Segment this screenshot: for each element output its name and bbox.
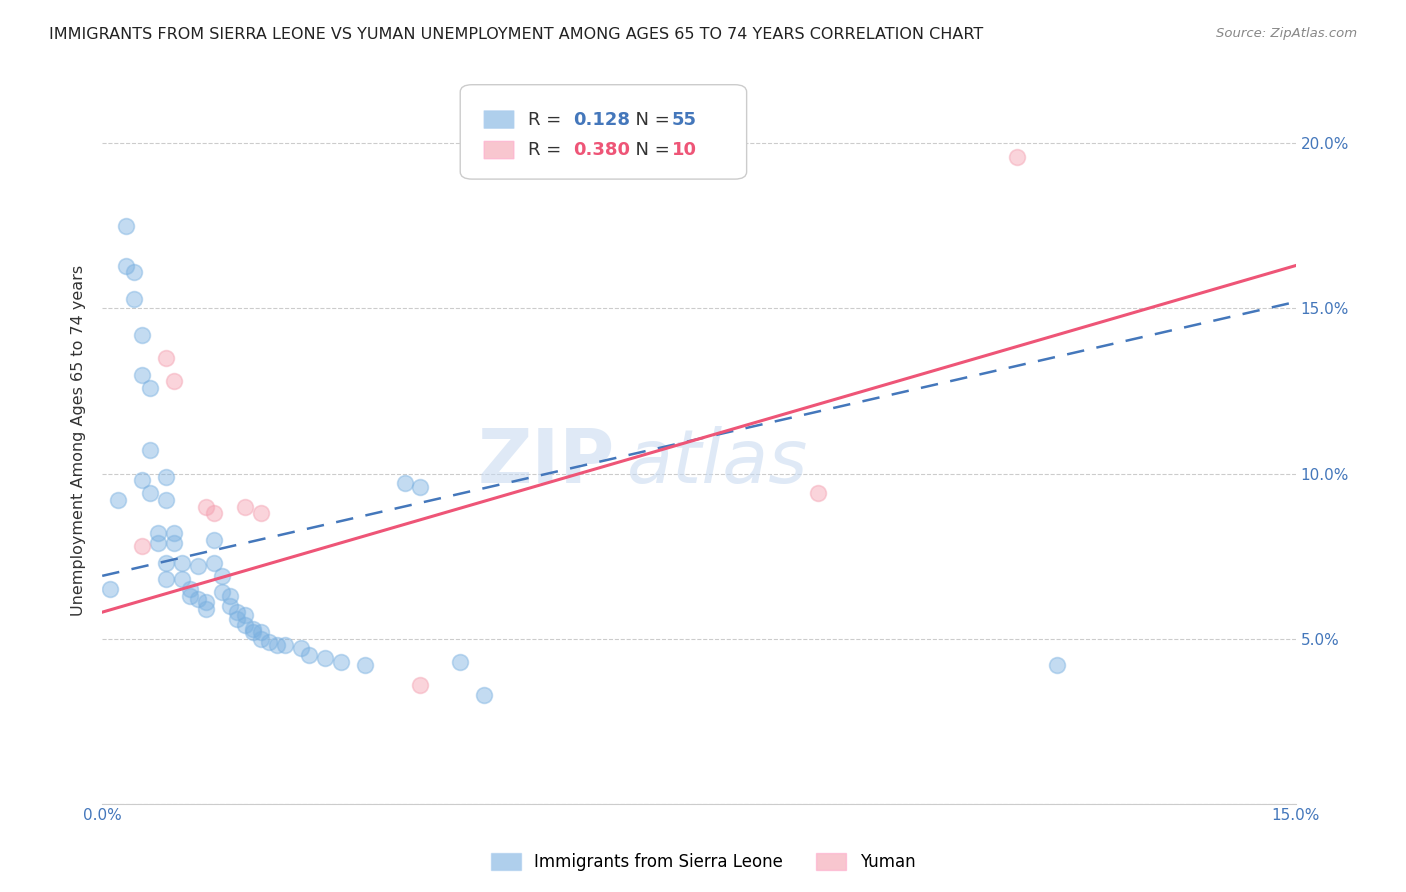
Point [226, 612, 249, 626]
FancyBboxPatch shape [484, 141, 515, 159]
Point [250, 506, 273, 520]
Point [394, 476, 416, 491]
Text: IMMIGRANTS FROM SIERRA LEONE VS YUMAN UNEMPLOYMENT AMONG AGES 65 TO 74 YEARS COR: IMMIGRANTS FROM SIERRA LEONE VS YUMAN UN… [49, 27, 983, 42]
Point [235, 618, 257, 632]
Point [218, 589, 240, 603]
Point [1046, 657, 1069, 672]
Text: N =: N = [624, 111, 675, 128]
Point [122, 265, 145, 279]
Point [179, 589, 201, 603]
Point [274, 638, 297, 652]
Point [122, 292, 145, 306]
Point [155, 351, 177, 365]
FancyBboxPatch shape [484, 111, 515, 128]
Point [314, 651, 336, 665]
Text: atlas: atlas [627, 426, 808, 499]
Text: 0.380: 0.380 [574, 141, 631, 159]
Point [139, 443, 162, 458]
Point [155, 492, 177, 507]
Point [170, 556, 193, 570]
Point [155, 556, 177, 570]
Point [235, 608, 257, 623]
Point [146, 536, 169, 550]
Text: 55: 55 [672, 111, 696, 128]
Point [155, 470, 177, 484]
Point [472, 688, 495, 702]
Point [1005, 150, 1028, 164]
Point [290, 641, 312, 656]
Text: N =: N = [624, 141, 675, 159]
Point [194, 602, 217, 616]
Point [259, 635, 281, 649]
Text: R =: R = [529, 141, 567, 159]
Legend: Immigrants from Sierra Leone, Yuman: Immigrants from Sierra Leone, Yuman [482, 845, 924, 880]
Point [131, 473, 153, 487]
Point [353, 657, 375, 672]
Point [131, 539, 153, 553]
Point [211, 569, 233, 583]
Point [98, 582, 121, 596]
Point [163, 374, 186, 388]
Point [155, 572, 177, 586]
Point [146, 525, 169, 540]
Point [187, 591, 209, 606]
Y-axis label: Unemployment Among Ages 65 to 74 years: Unemployment Among Ages 65 to 74 years [72, 265, 86, 616]
Point [807, 486, 830, 500]
Point [163, 536, 186, 550]
Point [218, 599, 240, 613]
Point [266, 638, 288, 652]
Point [409, 678, 432, 692]
Point [202, 506, 225, 520]
Point [194, 500, 217, 514]
Text: 10: 10 [672, 141, 696, 159]
Point [202, 556, 225, 570]
Point [250, 624, 273, 639]
Point [250, 632, 273, 646]
Point [187, 558, 209, 573]
Point [139, 381, 162, 395]
Point [131, 327, 153, 342]
Point [202, 533, 225, 547]
FancyBboxPatch shape [460, 85, 747, 179]
Point [211, 585, 233, 599]
Point [226, 605, 249, 619]
Point [242, 622, 264, 636]
Point [115, 219, 138, 233]
Point [449, 655, 471, 669]
Point [115, 259, 138, 273]
Point [170, 572, 193, 586]
Point [235, 500, 257, 514]
Point [131, 368, 153, 382]
Point [107, 492, 129, 507]
Point [163, 525, 186, 540]
Point [329, 655, 352, 669]
Point [179, 582, 201, 596]
Text: 0.128: 0.128 [574, 111, 631, 128]
Point [409, 480, 432, 494]
Point [298, 648, 321, 662]
Point [194, 595, 217, 609]
Point [242, 624, 264, 639]
Text: ZIP: ZIP [478, 425, 616, 499]
Text: Source: ZipAtlas.com: Source: ZipAtlas.com [1216, 27, 1357, 40]
Point [139, 486, 162, 500]
Text: R =: R = [529, 111, 567, 128]
